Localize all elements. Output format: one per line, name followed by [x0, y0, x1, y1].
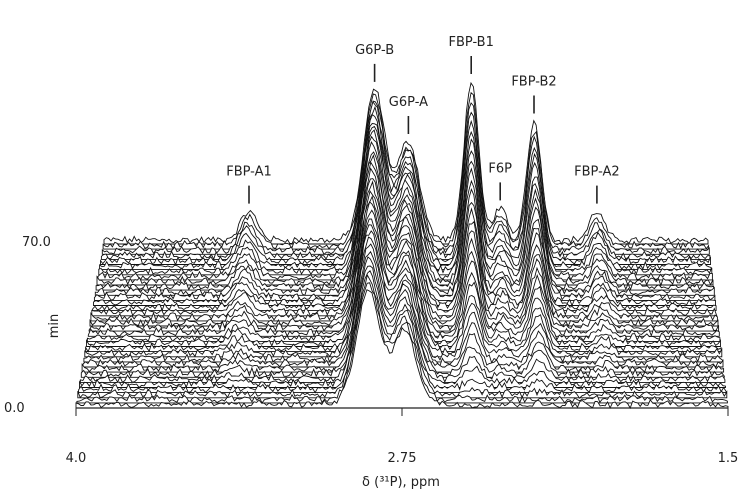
x-tick-label-left: 4.0 — [66, 451, 87, 466]
spectrum-traces — [75, 81, 729, 410]
peak-label-fbp-b2: FBP-B2 — [511, 75, 556, 90]
peak-label-g6p-b: G6P-B — [355, 43, 394, 58]
peak-label-fbp-a1: FBP-A1 — [226, 165, 272, 180]
peak-label-f6p: F6P — [488, 161, 512, 176]
y-axis-title: min — [47, 314, 62, 339]
x-tick-label-right: 1.5 — [718, 451, 739, 466]
peak-labels: FBP-A1 G6P-B G6P-A FBP-B1 F6P FBP-B2 FBP-A2 — [226, 35, 620, 204]
x-axis-title: δ (³¹P), ppm — [362, 475, 440, 490]
peak-label-fbp-b1: FBP-B1 — [449, 35, 494, 50]
x-tick-label-mid: 2.75 — [388, 451, 417, 466]
y-end-label: 70.0 — [22, 235, 51, 250]
axes: 4.0 2.75 1.5 δ (³¹P), ppm 0.0 70.0 min — [4, 235, 738, 490]
peak-label-g6p-a: G6P-A — [389, 95, 428, 110]
spectrum-trace — [75, 289, 729, 410]
peak-label-fbp-a2: FBP-A2 — [574, 165, 620, 180]
y-start-label: 0.0 — [4, 401, 25, 416]
